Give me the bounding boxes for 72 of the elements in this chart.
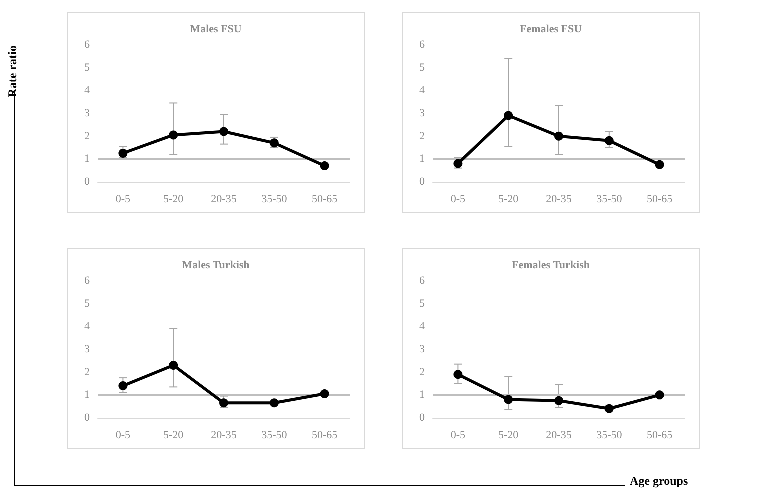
point [320, 162, 330, 171]
x-tick-label: 5-20 [164, 430, 184, 442]
point [554, 396, 564, 406]
point [220, 398, 228, 408]
x-tick-label: 5-20 [498, 194, 520, 206]
y-tick-label: 5 [420, 298, 426, 310]
y-tick-label: 4 [420, 320, 426, 333]
x-tick-label: 35-50 [262, 194, 288, 206]
x-tick-label: 50-65 [312, 430, 338, 442]
y-tick-label: 6 [84, 39, 90, 51]
x-tick-label: 20-35 [211, 194, 238, 206]
y-tick-label: 6 [420, 39, 426, 51]
y-tick-label: 6 [84, 275, 90, 287]
y-tick-label: 1 [420, 389, 425, 402]
y-tick-label: 2 [84, 130, 90, 142]
y-tick-label: 3 [420, 108, 426, 120]
x-tick-label: 20-35 [546, 194, 572, 206]
point [504, 111, 514, 120]
y-tick-label: 3 [420, 344, 426, 356]
x-tick-label: 35-50 [596, 194, 623, 206]
chart-title: Females FSU [520, 24, 582, 36]
x-tick-label: 20-35 [546, 430, 572, 442]
y-tick-label: 2 [420, 130, 425, 142]
chart-title: Females Turkish [512, 260, 590, 272]
x-tick-label: 0-5 [450, 194, 466, 206]
y-tick-label: 4 [84, 84, 90, 97]
x-tick-label: 0-5 [116, 194, 132, 206]
y-tick-label: 4 [420, 84, 426, 97]
y-tick-label: 2 [420, 366, 425, 378]
y-tick-label: 0 [84, 412, 90, 424]
y-tick-label: 3 [84, 344, 90, 356]
point [220, 127, 228, 136]
point [554, 132, 564, 141]
y-tick-label: 4 [84, 320, 90, 333]
x-tick-label: 5-20 [498, 430, 520, 442]
y-tick-label: 5 [84, 298, 90, 310]
y-tick-label: 2 [84, 366, 90, 378]
x-tick-label: 35-50 [596, 430, 623, 442]
x-tick-label: 50-65 [646, 194, 674, 206]
point [655, 160, 664, 170]
y-tick-label: 5 [84, 62, 90, 74]
x-axis-title: Age groups [630, 474, 688, 489]
x-tick-label: 0-5 [450, 430, 466, 442]
x-tick-label: 50-65 [312, 194, 338, 206]
point [454, 370, 463, 380]
x-tick-label: 0-5 [116, 430, 132, 442]
y-tick-label: 1 [84, 153, 90, 166]
y-tick-label: 0 [420, 412, 426, 424]
x-tick-label: 20-35 [211, 430, 238, 442]
point [118, 148, 128, 158]
chart-title: Males Turkish [182, 260, 250, 272]
y-tick-label: 1 [84, 389, 90, 402]
point [270, 398, 279, 408]
point [604, 136, 614, 146]
y-axis-title: Rate ratio [6, 44, 20, 100]
x-tick-label: 50-65 [646, 430, 674, 442]
point [655, 390, 664, 400]
y-tick-label: 6 [420, 275, 426, 287]
x-tick-label: 5-20 [164, 194, 184, 206]
point [320, 390, 330, 399]
x-tick-label: 35-50 [262, 430, 288, 442]
point [504, 395, 514, 404]
point [169, 130, 178, 140]
point [270, 138, 279, 148]
y-tick-label: 0 [420, 176, 426, 188]
y-tick-label: 3 [84, 108, 90, 120]
y-tick-label: 0 [84, 176, 90, 188]
chart-title: Males FSU [190, 24, 242, 36]
point [118, 382, 128, 391]
y-tick-label: 1 [420, 153, 425, 166]
point [169, 360, 178, 370]
y-tick-label: 5 [420, 62, 426, 74]
